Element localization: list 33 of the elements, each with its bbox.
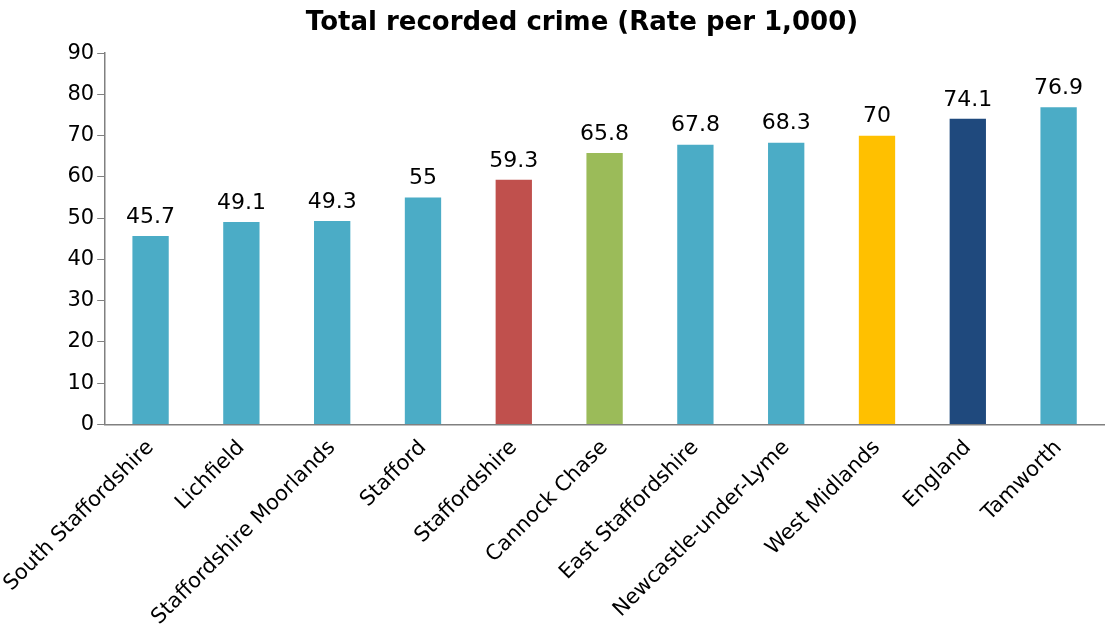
- y-tick-label: 50: [67, 204, 95, 229]
- bar: [677, 144, 714, 424]
- bar: [495, 179, 532, 424]
- y-tick-label: 70: [67, 122, 95, 147]
- data-label: 68.3: [761, 109, 811, 135]
- y-tick-label: 10: [67, 369, 95, 394]
- bar: [314, 221, 351, 424]
- data-label: 65.8: [580, 119, 630, 145]
- y-tick-label: 0: [80, 410, 95, 435]
- y-tick-label: 40: [67, 245, 95, 270]
- data-label: 49.1: [216, 188, 266, 214]
- data-label: 55: [408, 164, 437, 190]
- data-label: 76.9: [1034, 73, 1084, 99]
- data-label: 74.1: [943, 85, 993, 111]
- y-tick-label: 90: [67, 39, 95, 64]
- data-label: 49.3: [307, 187, 357, 213]
- bar: [132, 235, 169, 424]
- bar: [223, 221, 260, 424]
- bar: [404, 197, 442, 424]
- data-label: 59.3: [489, 146, 539, 172]
- y-tick-label: 80: [67, 80, 95, 105]
- y-tick-label: 60: [67, 163, 95, 188]
- bar: [586, 153, 623, 424]
- bar: [858, 135, 896, 424]
- y-tick-label: 20: [67, 328, 95, 353]
- bar: [1040, 107, 1077, 424]
- bar: [949, 118, 986, 424]
- bar: [768, 142, 805, 424]
- y-tick-label: 30: [67, 287, 95, 312]
- data-label: 70: [862, 102, 891, 128]
- data-label: 45.7: [126, 202, 176, 228]
- data-label: 67.8: [670, 111, 720, 137]
- chart-title: Total recorded crime (Rate per 1,000): [305, 6, 859, 37]
